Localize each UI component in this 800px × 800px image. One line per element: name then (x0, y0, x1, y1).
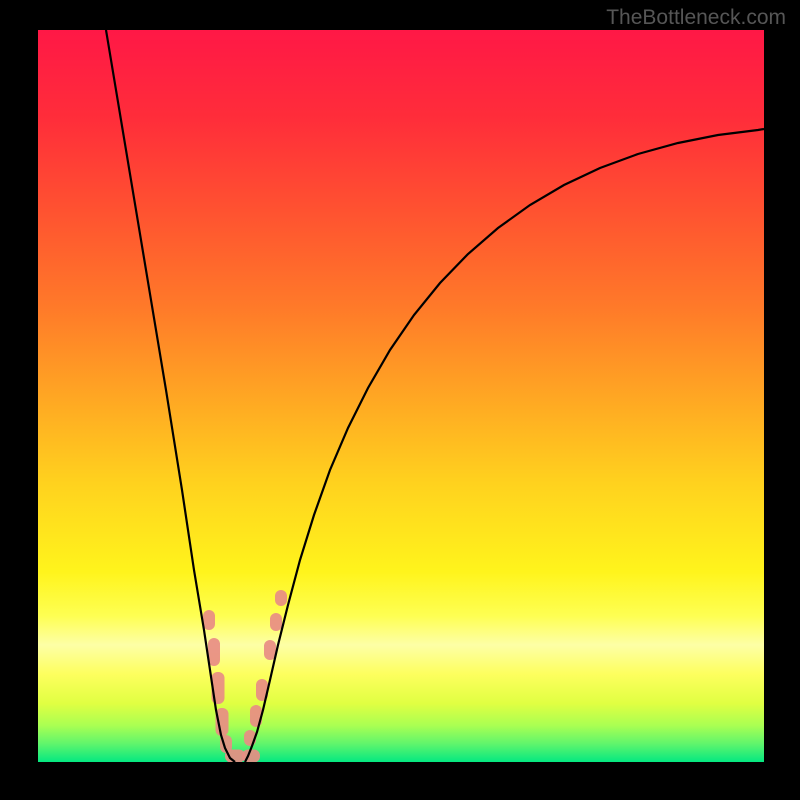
frame-border-right (764, 0, 800, 800)
frame-border-bottom (0, 762, 800, 800)
data-marker (203, 610, 215, 630)
right-curve (245, 129, 764, 762)
chart-container: TheBottleneck.com (0, 0, 800, 800)
data-marker (275, 590, 287, 606)
data-marker (270, 613, 282, 631)
frame-border-left (0, 0, 38, 800)
watermark-label: TheBottleneck.com (606, 6, 786, 30)
markers-group (203, 590, 287, 762)
curves-layer (38, 30, 764, 762)
plot-area (38, 30, 764, 762)
